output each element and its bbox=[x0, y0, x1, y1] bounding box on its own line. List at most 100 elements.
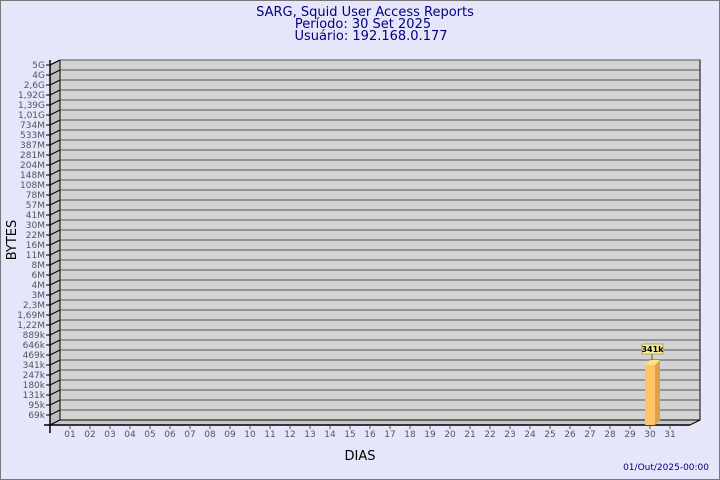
x-tick-label: 08 bbox=[204, 430, 216, 440]
y-tick-depth bbox=[49, 69, 61, 76]
y-tick-label: 148M bbox=[20, 171, 45, 181]
x-tick-label: 29 bbox=[624, 430, 636, 440]
y-tick-label: 341k bbox=[23, 361, 46, 371]
y-tick-depth bbox=[49, 389, 61, 396]
y-tick-depth bbox=[49, 179, 61, 186]
x-tick-label: 15 bbox=[344, 430, 355, 440]
x-tick-label: 28 bbox=[604, 430, 616, 440]
y-tick-depth bbox=[49, 409, 61, 416]
y-tick-label: 1,92G bbox=[18, 91, 45, 101]
bar-label-box bbox=[641, 343, 664, 355]
y-tick-depth bbox=[49, 229, 61, 236]
y-tick-depth bbox=[49, 139, 61, 146]
y-tick-depth bbox=[49, 369, 61, 376]
x-tick-label: 22 bbox=[484, 430, 495, 440]
x-tick-label: 09 bbox=[224, 430, 236, 440]
y-tick-label: 387M bbox=[20, 141, 45, 151]
y-tick-label: 3M bbox=[32, 291, 46, 301]
y-tick-depth bbox=[49, 129, 61, 136]
x-tick-label: 25 bbox=[544, 430, 555, 440]
x-tick-label: 11 bbox=[264, 430, 275, 440]
x-tick-label: 20 bbox=[444, 430, 456, 440]
x-tick-label: 24 bbox=[524, 430, 536, 440]
y-tick-label: 108M bbox=[20, 181, 45, 191]
x-tick-label: 03 bbox=[104, 430, 115, 440]
x-tick-label: 27 bbox=[584, 430, 595, 440]
x-tick-label: 13 bbox=[304, 430, 315, 440]
y-tick-depth bbox=[49, 399, 61, 406]
y-tick-label: 57M bbox=[26, 201, 45, 211]
x-tick-label: 23 bbox=[504, 430, 515, 440]
y-tick-depth bbox=[49, 329, 61, 336]
x-tick-label: 02 bbox=[84, 430, 95, 440]
x-tick-label: 26 bbox=[564, 430, 576, 440]
y-tick-depth bbox=[49, 349, 61, 356]
y-tick-depth bbox=[49, 199, 61, 206]
y-tick-label: 41M bbox=[26, 211, 45, 221]
x-tick-label: 07 bbox=[184, 430, 195, 440]
y-tick-depth bbox=[49, 269, 61, 276]
x-tick-label: 30 bbox=[644, 430, 656, 440]
y-tick-label: 8M bbox=[32, 261, 46, 271]
y-tick-depth bbox=[49, 159, 61, 166]
chart-title: SARG, Squid User Access Reports bbox=[256, 5, 474, 20]
x-tick-label: 06 bbox=[164, 430, 176, 440]
y-tick-label: 2,3M bbox=[23, 301, 45, 311]
chart-subtitle-user: Usuário: 192.168.0.177 bbox=[294, 29, 447, 44]
y-tick-depth bbox=[49, 309, 61, 316]
x-tick-label: 04 bbox=[124, 430, 136, 440]
y-tick-label: 95k bbox=[28, 401, 45, 411]
x-tick-label: 10 bbox=[244, 430, 256, 440]
y-tick-depth bbox=[49, 339, 61, 346]
x-tick-label: 12 bbox=[284, 430, 295, 440]
y-tick-label: 281M bbox=[20, 151, 45, 161]
y-tick-label: 889k bbox=[23, 331, 46, 341]
y-tick-depth bbox=[49, 119, 61, 126]
y-tick-depth bbox=[49, 299, 61, 306]
y-tick-label: 1,69M bbox=[17, 311, 45, 321]
report-timestamp: 01/Out/2025-00:00 bbox=[623, 463, 709, 473]
y-tick-depth bbox=[49, 209, 61, 216]
y-tick-depth bbox=[49, 279, 61, 286]
y-tick-label: 180k bbox=[23, 381, 46, 391]
y-tick-label: 204M bbox=[20, 161, 45, 171]
y-tick-label: 6M bbox=[32, 271, 46, 281]
y-tick-label: 22M bbox=[26, 231, 45, 241]
x-tick-label: 21 bbox=[464, 430, 475, 440]
bar-side bbox=[655, 360, 660, 425]
y-tick-label: 69k bbox=[28, 411, 45, 421]
x-tick-label: 14 bbox=[324, 430, 336, 440]
y-tick-depth bbox=[49, 239, 61, 246]
y-tick-label: 1,39G bbox=[18, 101, 45, 111]
bar-top bbox=[645, 360, 660, 365]
y-tick-label: 4M bbox=[32, 281, 46, 291]
y-tick-depth bbox=[49, 109, 61, 116]
bar-value-label: 341k bbox=[641, 345, 664, 354]
y-tick-depth bbox=[49, 259, 61, 266]
y-axis-label: BYTES bbox=[5, 220, 20, 261]
x-tick-label: 01 bbox=[64, 430, 75, 440]
y-tick-label: 131k bbox=[23, 391, 46, 401]
x-tick-label: 05 bbox=[144, 430, 155, 440]
x-tick-label: 17 bbox=[384, 430, 395, 440]
y-tick-depth bbox=[49, 99, 61, 106]
y-tick-depth bbox=[49, 359, 61, 366]
y-tick-depth bbox=[49, 169, 61, 176]
y-tick-depth bbox=[49, 289, 61, 296]
y-tick-label: 78M bbox=[26, 191, 45, 201]
x-tick-label: 18 bbox=[404, 430, 416, 440]
y-tick-depth bbox=[49, 149, 61, 156]
y-tick-label: 533M bbox=[20, 131, 45, 141]
y-tick-label: 247k bbox=[23, 371, 46, 381]
y-tick-label: 16M bbox=[26, 241, 45, 251]
y-tick-depth bbox=[49, 219, 61, 226]
y-tick-depth bbox=[49, 189, 61, 196]
y-tick-label: 469k bbox=[23, 351, 46, 361]
y-tick-depth bbox=[49, 319, 61, 326]
y-tick-label: 734M bbox=[20, 121, 45, 131]
x-tick-label: 16 bbox=[364, 430, 376, 440]
y-tick-depth bbox=[49, 89, 61, 96]
y-tick-label: 1,22M bbox=[17, 321, 45, 331]
y-tick-label: 1,01G bbox=[18, 111, 45, 121]
